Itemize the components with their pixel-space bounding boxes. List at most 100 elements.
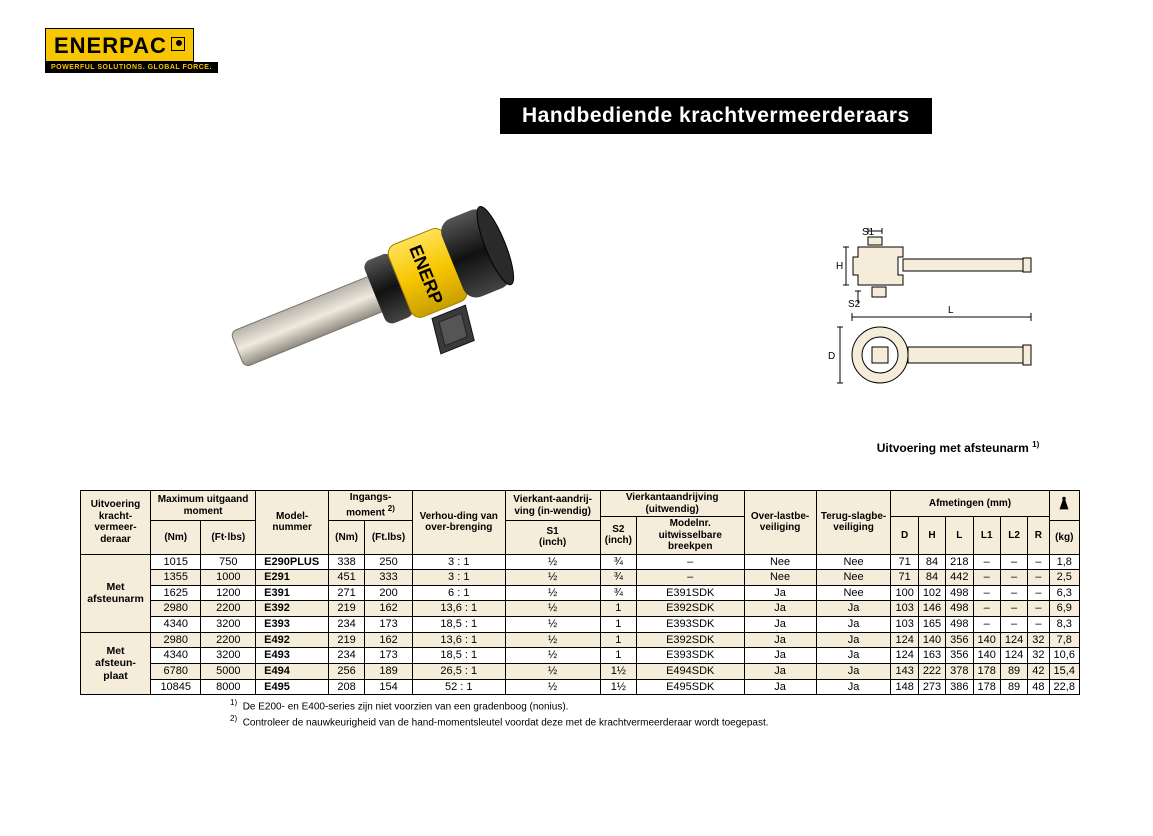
- cell: 103: [891, 601, 918, 617]
- brand-logo: ENERPAC POWERFUL SOLUTIONS. GLOBAL FORCE…: [45, 28, 218, 73]
- cell: Ja: [744, 601, 816, 617]
- cell: 1: [600, 632, 636, 648]
- cell: –: [1028, 617, 1049, 633]
- th-H: H: [918, 517, 945, 555]
- table-row: 43403200E39323417318,5 : 1½1E393SDKJaJa1…: [81, 617, 1080, 633]
- cell: 13,6 : 1: [412, 632, 505, 648]
- cell: Ja: [744, 632, 816, 648]
- cell: Nee: [744, 570, 816, 586]
- th-L2: L2: [1000, 517, 1027, 555]
- cell: 1625: [151, 585, 201, 601]
- cell: 338: [329, 554, 365, 570]
- cell: 22,8: [1049, 679, 1080, 695]
- cell: –: [1028, 554, 1049, 570]
- cell: E393SDK: [636, 648, 744, 664]
- cell: Ja: [744, 648, 816, 664]
- cell: E291: [256, 570, 329, 586]
- cell: ¾: [600, 554, 636, 570]
- cell: –: [973, 601, 1000, 617]
- cell: 1355: [151, 570, 201, 586]
- cell: –: [1000, 601, 1027, 617]
- cell: 8000: [201, 679, 256, 695]
- cell: Ja: [816, 632, 891, 648]
- cell: E493: [256, 648, 329, 664]
- cell: 18,5 : 1: [412, 617, 505, 633]
- cell: 378: [946, 663, 973, 679]
- cell: 189: [365, 663, 413, 679]
- technical-diagram: S1 H S2 L D Uitvoering met afsteunarm 1): [818, 225, 1098, 455]
- cell: 173: [365, 648, 413, 664]
- table-row: Met afsteunarm1015750E290PLUS3382503 : 1…: [81, 554, 1080, 570]
- cell: 273: [918, 679, 945, 695]
- cell: E492: [256, 632, 329, 648]
- cell: 451: [329, 570, 365, 586]
- dim-label-h: H: [836, 261, 843, 272]
- cell: 1015: [151, 554, 201, 570]
- dim-label-s1: S1: [862, 227, 875, 238]
- cell: 4340: [151, 648, 201, 664]
- th-weight-icon: [1049, 491, 1080, 521]
- table-row: Met afsteun-plaat29802200E49221916213,6 …: [81, 632, 1080, 648]
- cell: 173: [365, 617, 413, 633]
- cell: 219: [329, 632, 365, 648]
- cell: E494: [256, 663, 329, 679]
- cell: 18,5 : 1: [412, 648, 505, 664]
- table-row: 67805000E49425618926,5 : 1½1½E494SDKJaJa…: [81, 663, 1080, 679]
- cell: Nee: [816, 554, 891, 570]
- cell: 498: [946, 601, 973, 617]
- cell: 2200: [201, 632, 256, 648]
- cell: 71: [891, 570, 918, 586]
- cell: E290PLUS: [256, 554, 329, 570]
- cell: 356: [946, 648, 973, 664]
- th-overlast: Over-lastbe-veiliging: [744, 491, 816, 555]
- th-R: R: [1028, 517, 1049, 555]
- cell: 442: [946, 570, 973, 586]
- cell: 1: [600, 617, 636, 633]
- cell: ½: [505, 679, 600, 695]
- footnote-1: 1) De E200- en E400-series zijn niet voo…: [230, 698, 1080, 712]
- cell: ¾: [600, 570, 636, 586]
- th-model: Model-nummer: [256, 491, 329, 555]
- cell: Ja: [816, 679, 891, 695]
- cell: 140: [918, 632, 945, 648]
- cell: –: [1000, 554, 1027, 570]
- cell: 498: [946, 617, 973, 633]
- table-row: 16251200E3912712006 : 1½¾E391SDKJaNee100…: [81, 585, 1080, 601]
- cell: 750: [201, 554, 256, 570]
- cell: E495: [256, 679, 329, 695]
- cell: –: [1028, 585, 1049, 601]
- cell: 165: [918, 617, 945, 633]
- cell: 333: [365, 570, 413, 586]
- spec-table: Uitvoering kracht-vermeer-deraar Maximum…: [80, 490, 1080, 729]
- cell: 1000: [201, 570, 256, 586]
- cell: –: [1028, 570, 1049, 586]
- cell: 48: [1028, 679, 1049, 695]
- th-kg: (kg): [1049, 521, 1080, 554]
- group-label: Met afsteunarm: [81, 554, 151, 632]
- cell: 89: [1000, 679, 1027, 695]
- cell: 13,6 : 1: [412, 601, 505, 617]
- cell: –: [973, 585, 1000, 601]
- cell: 89: [1000, 663, 1027, 679]
- cell: 3 : 1: [412, 570, 505, 586]
- cell: 256: [329, 663, 365, 679]
- cell: Nee: [816, 570, 891, 586]
- th-nm: (Nm): [151, 521, 201, 554]
- cell: ½: [505, 570, 600, 586]
- th-in-nm: (Nm): [329, 521, 365, 554]
- cell: 163: [918, 648, 945, 664]
- cell: 386: [946, 679, 973, 695]
- cell: E393SDK: [636, 617, 744, 633]
- cell: 124: [1000, 632, 1027, 648]
- th-in-ftlbs: (Ft.lbs): [365, 521, 413, 554]
- cell: ½: [505, 617, 600, 633]
- cell: 143: [891, 663, 918, 679]
- cell: 234: [329, 617, 365, 633]
- cell: E391SDK: [636, 585, 744, 601]
- cell: 219: [329, 601, 365, 617]
- cell: –: [1000, 585, 1027, 601]
- cell: –: [973, 570, 1000, 586]
- cell: Ja: [816, 617, 891, 633]
- cell: 250: [365, 554, 413, 570]
- cell: 200: [365, 585, 413, 601]
